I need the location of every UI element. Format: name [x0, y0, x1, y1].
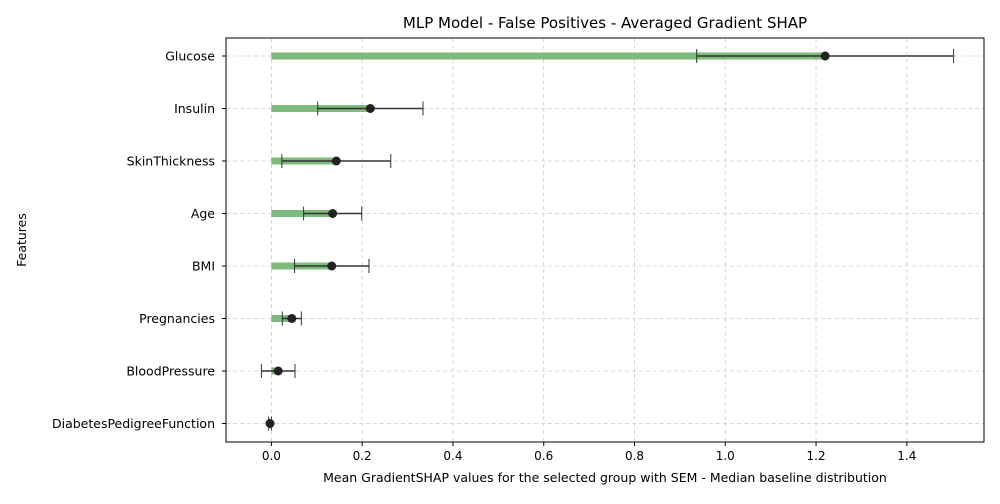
y-tick-label: Glucose [165, 49, 215, 64]
mean-marker [331, 156, 341, 166]
x-axis-label: Mean GradientSHAP values for the selecte… [323, 470, 887, 485]
mean-marker [273, 366, 283, 376]
y-axis-label: Features [14, 213, 29, 267]
x-tick-label: 1.0 [716, 449, 735, 463]
x-tick-label: 0.6 [534, 449, 553, 463]
plot-frame [225, 37, 985, 443]
x-tick-label: 1.2 [807, 449, 826, 463]
chart-title: MLP Model - False Positives - Averaged G… [403, 14, 807, 32]
y-tick-label: Age [191, 206, 215, 221]
mean-marker [327, 261, 337, 271]
mean-marker [287, 314, 297, 323]
y-tick-label: DiabetesPedigreeFunction [52, 416, 215, 431]
y-tick-label: Insulin [174, 101, 215, 116]
x-tick-label: 0.2 [353, 449, 372, 463]
x-tick-label: 1.4 [897, 449, 916, 463]
x-tick-label: 0.0 [262, 449, 281, 463]
mean-marker [365, 104, 375, 113]
bar [271, 210, 333, 217]
mean-marker [265, 419, 275, 428]
x-tick-label: 0.4 [443, 449, 462, 463]
mean-marker [820, 51, 830, 61]
y-tick-label: SkinThickness [127, 154, 215, 169]
x-tick-label: 0.8 [625, 449, 644, 463]
mean-marker [328, 209, 338, 218]
y-tick-label: Pregnancies [139, 311, 215, 326]
bar [271, 52, 826, 60]
y-tick-label: BMI [192, 259, 215, 274]
bar [271, 315, 292, 322]
y-tick-label: BloodPressure [126, 364, 215, 379]
